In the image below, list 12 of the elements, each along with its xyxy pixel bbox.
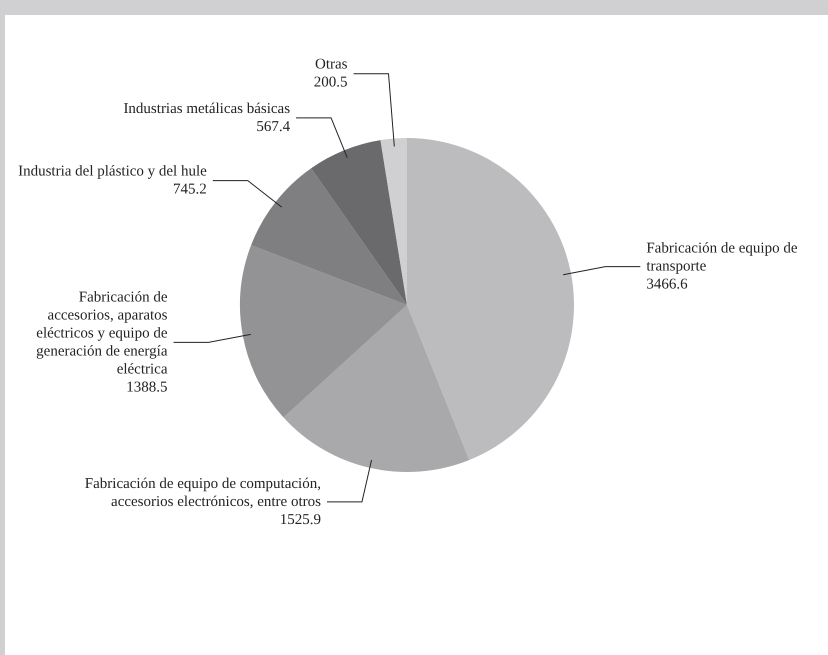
data-label: 1525.9 [280, 512, 321, 528]
slice-label: Industria del plástico y del hule [18, 164, 208, 180]
data-label: 1388.5 [126, 379, 168, 396]
slice-label: Fabricación de accesorios, aparatos eléctricos y equipo de generación de energía eléctrica [36, 289, 168, 378]
data-label: 567.4 [256, 118, 291, 135]
data-label: 200.5 [314, 74, 348, 91]
slice-label: Otras [315, 56, 348, 73]
data-label: 745.2 [173, 182, 207, 198]
slice-label: Industrias metálicas básicas [123, 100, 290, 117]
data-label: 3466.6 [646, 276, 688, 293]
slice-label: Fabricación de equipo de computación, accesorios electrónicos, entre otros [84, 476, 322, 510]
slice-label: Fabricación de equipo de transporte [646, 240, 798, 275]
